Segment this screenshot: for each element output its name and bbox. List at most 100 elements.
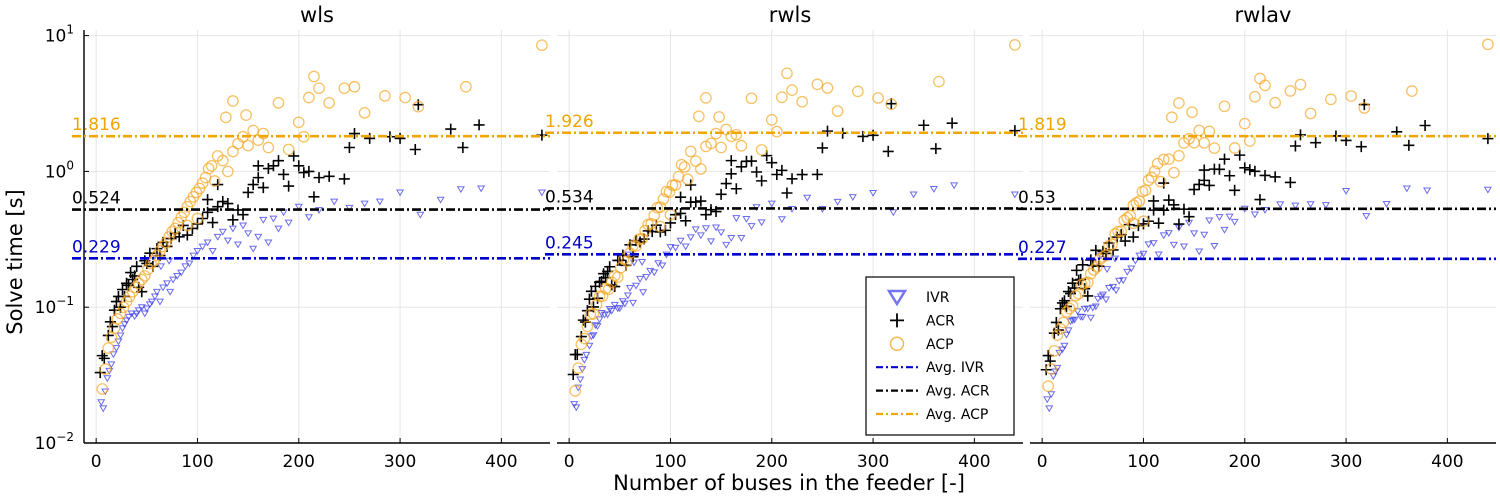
acp-point [689, 155, 702, 167]
ivr-point [727, 235, 736, 242]
ivr-point [742, 216, 751, 223]
ivr-point [259, 216, 268, 224]
acr-point [1119, 235, 1131, 247]
ivr-point [610, 301, 619, 309]
acr-point [217, 196, 229, 208]
ivr-point [375, 198, 384, 206]
acp-point [755, 144, 768, 156]
ivr-point [158, 284, 168, 292]
legend: IVR ACR ACP Avg. IVR Avg. ACR Avg. ACP [865, 276, 1015, 436]
acr-point [756, 175, 768, 187]
ivr-point [1179, 243, 1189, 251]
ivr-point [360, 200, 369, 208]
acp-point [1091, 261, 1103, 273]
acp-point [111, 313, 124, 325]
ivr-point [1190, 230, 1199, 238]
y-tick-label: 101 [45, 23, 74, 47]
acr-point [1082, 290, 1094, 302]
ivr-point [580, 356, 589, 364]
acp-point [242, 139, 254, 152]
ivr-point [284, 219, 293, 227]
acp-point [138, 270, 151, 282]
acp-point [1045, 363, 1058, 375]
acr-point [313, 172, 325, 184]
ivr-point [99, 405, 108, 413]
acr-point [1198, 164, 1210, 176]
ivr-point [456, 186, 465, 194]
ivr-point [1200, 231, 1209, 239]
acp-point [618, 253, 630, 265]
x-tick-label: 100 [654, 452, 686, 472]
ivr-point [1362, 213, 1371, 220]
acr-point [1188, 184, 1200, 196]
acr-point [1289, 140, 1301, 152]
acr-point [409, 144, 421, 156]
acr-point [252, 172, 264, 184]
acp-point [581, 320, 594, 333]
acr-point [212, 201, 224, 213]
ivr-point [605, 306, 614, 313]
acr-point [604, 261, 616, 273]
acp-point [379, 90, 391, 102]
acp-point [227, 95, 239, 107]
ivr-point [198, 243, 207, 251]
acr-point [1259, 169, 1271, 181]
acr-point [98, 352, 110, 364]
acr-point [110, 296, 122, 308]
acp-point [1115, 225, 1128, 238]
legend-item-avg-ivr: Avg. IVR [876, 360, 985, 376]
acp-point [338, 82, 351, 95]
ivr-point [803, 194, 812, 202]
ivr-point [1010, 191, 1019, 199]
avg-label-acp: 1.819 [1018, 115, 1067, 135]
acp-point [657, 193, 670, 205]
ivr-point [1112, 287, 1121, 295]
acr-point [816, 142, 828, 154]
ivr-point [691, 226, 700, 234]
acp-point [621, 255, 633, 267]
acr-point [1269, 171, 1281, 183]
acr-point [173, 231, 185, 243]
acr-point [247, 179, 259, 191]
y-tick-label: 100 [45, 158, 74, 182]
acr-point [746, 155, 758, 167]
legend-item-avg-acr: Avg. ACR [876, 384, 990, 400]
markers-wls [94, 39, 548, 413]
acr-point [821, 125, 833, 137]
acr-point [695, 195, 707, 207]
legend-label: ACP [926, 337, 954, 353]
ivr-point [1402, 185, 1411, 193]
ivr-point [142, 305, 151, 313]
acr-point [1213, 163, 1225, 175]
acp-point [132, 277, 145, 290]
ivr-point [1119, 277, 1128, 285]
ivr-point [269, 215, 278, 223]
ivr-point [676, 237, 685, 245]
acp-point [1048, 344, 1061, 357]
legend-item-acr: ACR [890, 313, 955, 329]
ivr-point [589, 332, 598, 340]
acp-point [1106, 238, 1118, 251]
acr-point [786, 173, 798, 185]
avg-label-acp: 1.816 [72, 115, 121, 135]
acr-point [1234, 149, 1246, 161]
acp-point [1069, 289, 1082, 302]
ivr-point [1098, 291, 1108, 299]
ivr-point [1164, 230, 1173, 237]
acr-point [1254, 194, 1266, 206]
acp-point [578, 332, 591, 345]
ivr-point [711, 224, 721, 232]
ivr-point [223, 237, 232, 245]
ivr-point [576, 376, 585, 384]
x-tick-label: 100 [181, 452, 213, 472]
acp-point [725, 130, 738, 143]
x-tick-label: 400 [1431, 452, 1463, 472]
acp-point [663, 186, 676, 198]
acp-point [166, 225, 178, 238]
avg-label-ivr: 0.229 [72, 237, 121, 257]
ivr-point [97, 399, 106, 407]
acr-point [571, 349, 583, 361]
acr-point [781, 187, 793, 199]
acr-point [918, 119, 930, 131]
